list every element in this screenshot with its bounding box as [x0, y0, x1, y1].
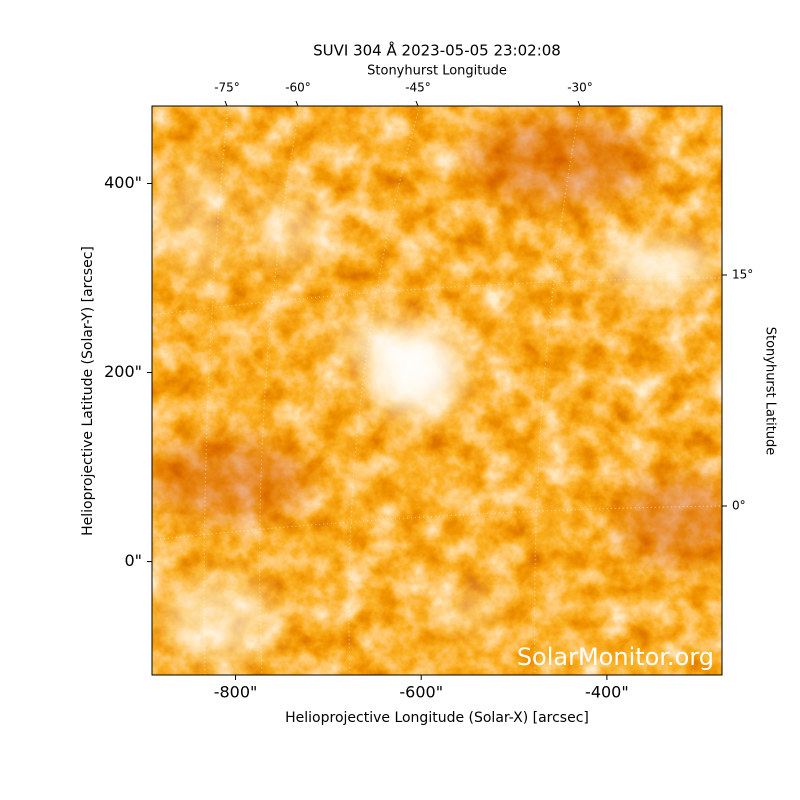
x2-tick-label: -60°: [285, 81, 311, 95]
y2-axis-label: Stonyhurst Latitude: [763, 327, 778, 456]
y-tick-label: 400": [104, 173, 142, 192]
y-tick-label: 0": [124, 551, 142, 570]
x2-tick: [224, 100, 228, 107]
x2-tick: [295, 100, 299, 107]
x2-tick: [415, 100, 419, 107]
chart-title: SUVI 304 Å 2023-05-05 23:02:08: [313, 41, 561, 60]
x-tick-label: -600": [399, 683, 443, 702]
y-tick-label: 200": [104, 362, 142, 381]
x-tick-label: -800": [214, 683, 258, 702]
x-tick-label: -400": [585, 683, 629, 702]
watermark: SolarMonitor.org: [517, 643, 714, 671]
x2-axis-label: Stonyhurst Longitude: [367, 64, 507, 79]
x2-tick-label: -75°: [214, 81, 240, 95]
y-axis-label: Helioprojective Latitude (Solar-Y) [arcs…: [80, 246, 96, 536]
plot-frame: [151, 105, 723, 676]
x2-tick-label: -30°: [567, 81, 593, 95]
x2-tick: [577, 100, 581, 107]
solar-image: [152, 106, 722, 675]
x-axis-label: Helioprojective Longitude (Solar-X) [arc…: [285, 710, 589, 726]
y2-tick-label: 0°: [732, 499, 746, 513]
y2-tick-label: 15°: [732, 268, 753, 282]
x2-tick-label: -45°: [405, 81, 431, 95]
